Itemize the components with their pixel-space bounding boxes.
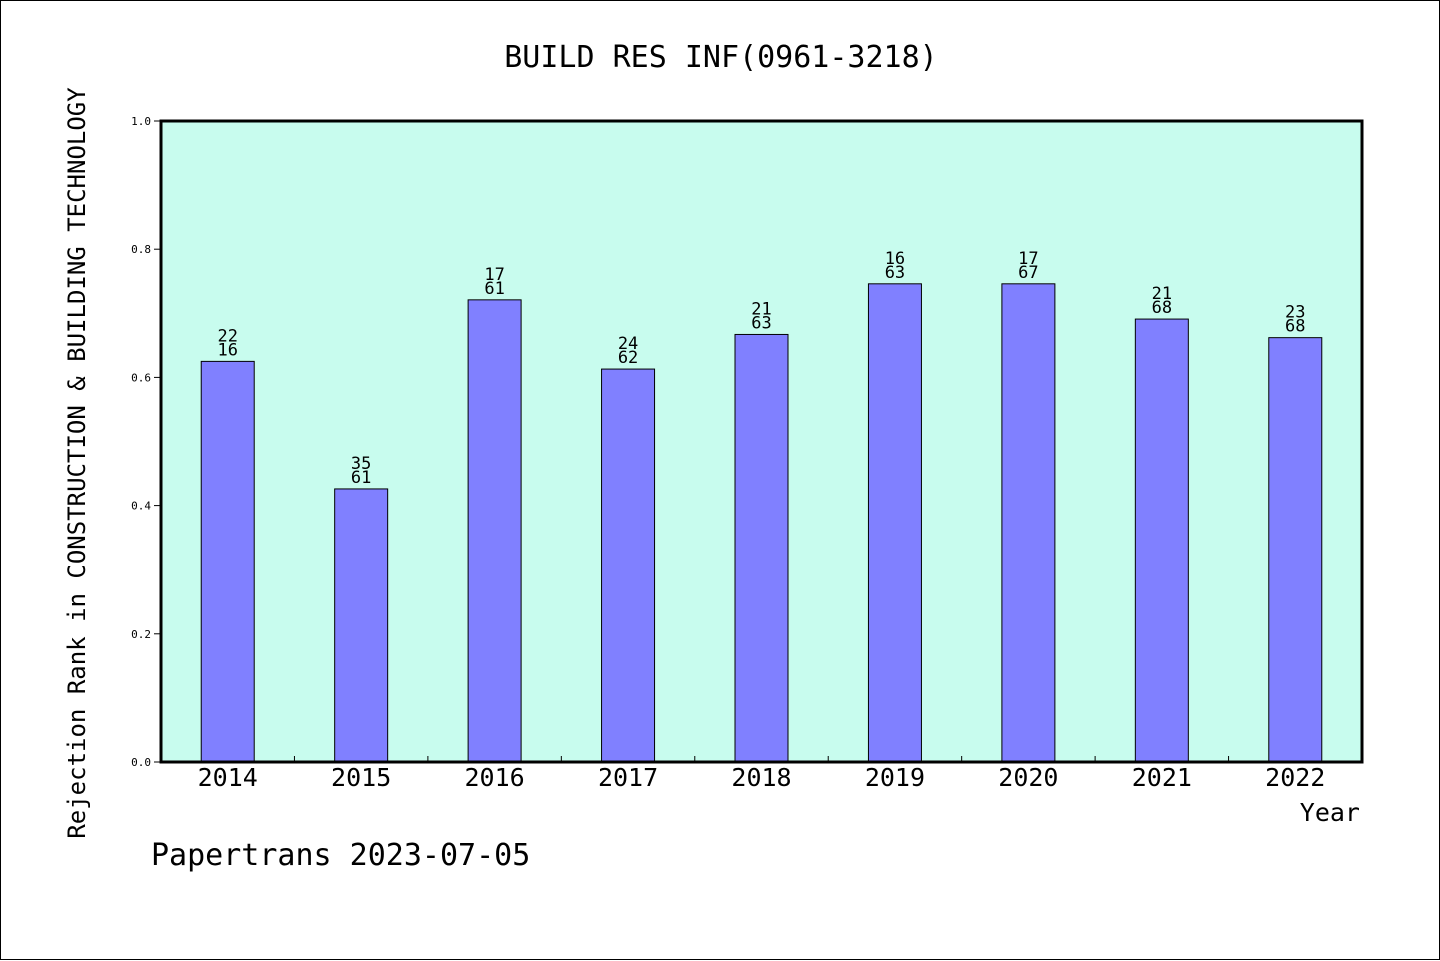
x-tick-label: 2016 [465, 763, 525, 792]
bar-label-bottom: 61 [351, 468, 371, 488]
x-tick-label: 2021 [1132, 763, 1192, 792]
bar-label-top: 35 [351, 454, 371, 474]
bar-label-bottom: 63 [885, 263, 905, 283]
bar-label-top: 22 [217, 326, 237, 346]
bar-label-bottom: 68 [1285, 317, 1305, 337]
bar [1001, 283, 1056, 763]
bar-label-bottom: 61 [484, 279, 504, 299]
x-axis: 2014 2015 2016 2017 2018 2019 2020 2021 2022 [198, 756, 1325, 792]
bar [200, 360, 255, 763]
y-tick-label: 0.0 [131, 756, 151, 769]
bar-label-bottom: 62 [618, 348, 638, 368]
bar-label-top: 21 [1152, 284, 1172, 304]
x-axis-label: Year [1300, 798, 1360, 827]
bar-label-bottom: 67 [1018, 263, 1038, 283]
footer-text: Papertrans 2023-07-05 [151, 838, 530, 873]
x-tick-label: 2022 [1265, 763, 1325, 792]
bar [467, 299, 522, 763]
bar-label-top: 23 [1285, 303, 1305, 323]
x-tick-label: 2018 [731, 763, 791, 792]
bar [601, 368, 656, 763]
x-tick-label: 2017 [598, 763, 658, 792]
bar [334, 488, 389, 763]
y-tick-label: 1.0 [131, 115, 151, 128]
y-tick-label: 0.2 [131, 628, 151, 641]
bar [734, 333, 789, 763]
bar-label-top: 21 [751, 299, 771, 319]
x-tick-label: 2020 [998, 763, 1058, 792]
bar-label-bottom: 63 [751, 313, 771, 333]
x-tick-label: 2015 [331, 763, 391, 792]
bar-label-top: 16 [885, 249, 905, 269]
plot-border [159, 119, 1364, 764]
bar-label-top: 24 [618, 334, 638, 354]
x-tick-label: 2014 [198, 763, 258, 792]
y-axis-label: Rejection Rank in CONSTRUCTION & BUILDIN… [63, 87, 91, 839]
bar-label-top: 17 [1018, 249, 1038, 269]
bar [1134, 318, 1189, 763]
y-tick-label: 0.6 [131, 371, 151, 384]
bar [867, 283, 922, 763]
bar [1268, 337, 1323, 763]
bar-label-top: 17 [484, 265, 504, 285]
y-tick-label: 0.8 [131, 243, 151, 256]
chart-title: BUILD RES INF(0961-3218) [504, 40, 937, 75]
bar-label-bottom: 68 [1152, 298, 1172, 318]
bar-label-bottom: 16 [217, 340, 237, 360]
y-axis: 0.0 0.2 0.4 0.6 0.8 1.0 [131, 115, 161, 769]
y-tick-label: 0.4 [131, 500, 151, 513]
x-tick-label: 2019 [865, 763, 925, 792]
